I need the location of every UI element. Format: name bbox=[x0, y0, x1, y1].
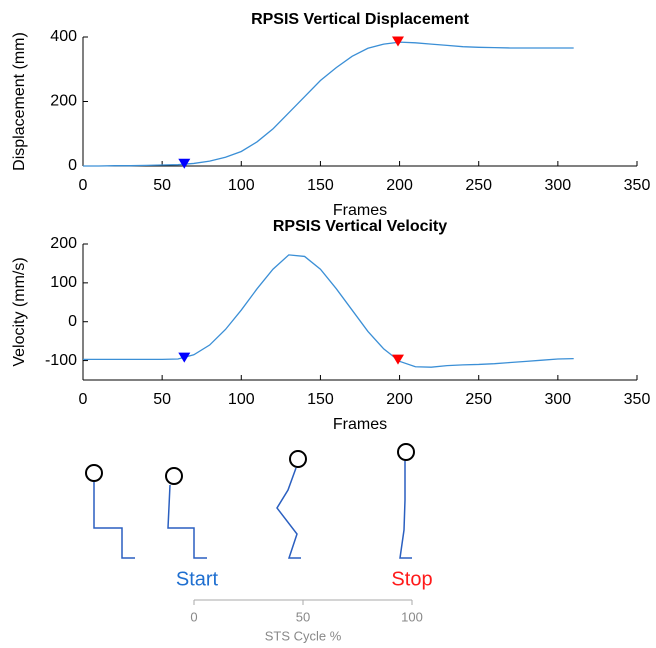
y-tick-label: 100 bbox=[50, 274, 77, 291]
chart-title: RPSIS Vertical Velocity bbox=[273, 218, 447, 235]
cycle-tick-label: 0 bbox=[190, 609, 197, 624]
cycle-tick-label: 100 bbox=[401, 609, 423, 624]
data-line bbox=[83, 254, 574, 368]
x-tick-label: 350 bbox=[624, 391, 651, 408]
y-axis-label: Displacement (mm) bbox=[11, 32, 28, 171]
x-tick-label: 300 bbox=[545, 177, 572, 194]
x-tick-label: 250 bbox=[465, 391, 492, 408]
x-axis-label: Frames bbox=[333, 202, 387, 219]
chart-title: RPSIS Vertical Displacement bbox=[251, 11, 470, 28]
x-tick-label: 50 bbox=[153, 391, 171, 408]
data-line bbox=[83, 41, 574, 167]
cycle-axis-label: STS Cycle % bbox=[265, 628, 342, 643]
x-tick-label: 350 bbox=[624, 177, 651, 194]
event-marker bbox=[391, 354, 404, 365]
y-tick-label: 0 bbox=[68, 157, 77, 174]
stop-label: Stop bbox=[391, 568, 432, 590]
cycle-tick-label: 50 bbox=[296, 609, 310, 624]
y-tick-label: -100 bbox=[45, 352, 77, 369]
x-tick-label: 200 bbox=[386, 391, 413, 408]
x-tick-label: 150 bbox=[307, 391, 334, 408]
event-marker bbox=[178, 352, 191, 363]
x-tick-label: 50 bbox=[153, 177, 171, 194]
x-tick-label: 100 bbox=[228, 391, 255, 408]
x-axis-label: Frames bbox=[333, 416, 387, 433]
x-tick-label: 0 bbox=[79, 391, 88, 408]
y-tick-label: 0 bbox=[68, 313, 77, 330]
x-tick-label: 200 bbox=[386, 177, 413, 194]
stick-figures bbox=[85, 443, 415, 559]
x-tick-label: 150 bbox=[307, 177, 334, 194]
y-tick-label: 400 bbox=[50, 28, 77, 45]
y-tick-label: 200 bbox=[50, 93, 77, 110]
y-axis-label: Velocity (mm/s) bbox=[11, 257, 28, 366]
start-label: Start bbox=[176, 568, 219, 590]
x-tick-label: 0 bbox=[79, 177, 88, 194]
event-marker bbox=[178, 158, 191, 169]
event-marker bbox=[391, 36, 404, 47]
x-tick-label: 300 bbox=[545, 391, 572, 408]
x-tick-label: 250 bbox=[465, 177, 492, 194]
x-tick-label: 100 bbox=[228, 177, 255, 194]
y-tick-label: 200 bbox=[50, 235, 77, 252]
